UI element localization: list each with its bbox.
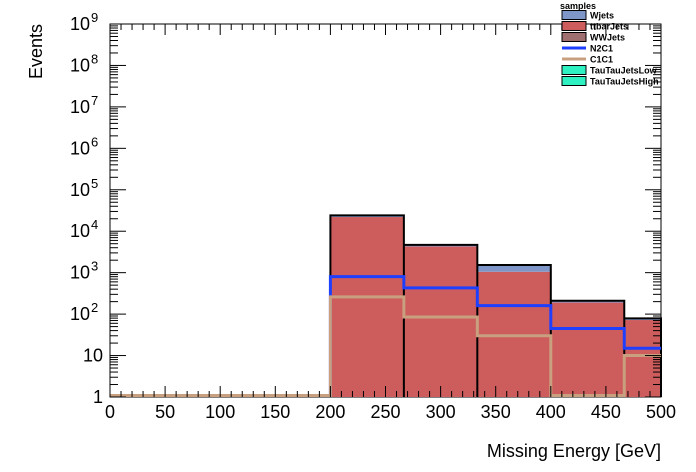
y-tick-label: 10 [70, 97, 90, 117]
bar-Wjets-5 [477, 265, 551, 272]
x-tick-label: 350 [481, 402, 511, 422]
x-tick-label: 150 [260, 402, 290, 422]
legend-label-N2C1: N2C1 [590, 44, 613, 54]
y-tick-exponent: 3 [91, 259, 98, 274]
x-axis: 0 50 100 150 200 250 300 350 400 450 500 [105, 24, 676, 422]
x-tick-label: 200 [315, 402, 345, 422]
legend: samples WjetsttbarJetsWWJetsN2C1C1C1TauT… [560, 1, 659, 87]
y-tick-label: 10 [70, 14, 90, 34]
stacked-bars [329, 214, 662, 397]
y-tick-label: 10 [70, 221, 90, 241]
y-tick-exponent: 7 [91, 93, 98, 108]
legend-swatch-TauTauJetsHigh [561, 76, 587, 86]
y-tick-label: 10 [70, 55, 90, 75]
x-tick-label: 500 [646, 402, 676, 422]
x-tick-label: 300 [426, 402, 456, 422]
y-tick-label: 10 [83, 346, 103, 366]
x-tick-label: 450 [591, 402, 621, 422]
legend-label-TauTauJetsLow: TauTauJetsLow [590, 66, 658, 76]
bar-ttbarJets-6 [550, 302, 625, 397]
legend-swatch-Wjets [561, 10, 587, 20]
legend-label-C1C1: C1C1 [590, 55, 613, 65]
x-tick-label: 100 [205, 402, 235, 422]
bar-ttbarJets-3 [330, 217, 404, 397]
legend-swatch-ttbarJets [561, 21, 587, 31]
legend-swatch-WWJets [561, 32, 587, 42]
x-axis-label: Missing Energy [GeV] [487, 441, 661, 461]
bar-Wjets-6 [550, 301, 625, 303]
x-tick-label: 400 [536, 402, 566, 422]
bar-ttbarJets-7 [624, 320, 661, 397]
y-tick-exponent: 2 [91, 300, 98, 315]
x-tick-label: 0 [105, 402, 115, 422]
y-tick-label: 10 [70, 263, 90, 283]
legend-label-Wjets: Wjets [590, 11, 614, 21]
legend-label-TauTauJetsHigh: TauTauJetsHigh [590, 77, 659, 87]
legend-title: samples [560, 1, 596, 11]
stack-outline [329, 214, 662, 397]
y-tick-label: 10 [70, 304, 90, 324]
bar-ttbarJets-4 [403, 246, 478, 397]
x-tick-label: 50 [155, 402, 175, 422]
y-axis-label: Events [26, 24, 46, 79]
line-C1C1 [110, 295, 661, 397]
y-tick-exponent: 9 [91, 10, 98, 25]
bar-Wjets-7 [624, 318, 661, 321]
y-tick-exponent: 4 [91, 217, 98, 232]
y-tick-label: 10 [70, 180, 90, 200]
y-tick-label: 10 [70, 138, 90, 158]
y-tick-exponent: 6 [91, 134, 98, 149]
line-histograms [110, 275, 661, 397]
legend-label-WWJets: WWJets [590, 33, 625, 43]
y-tick-label: 1 [93, 387, 103, 407]
y-tick-exponent: 5 [91, 176, 98, 191]
y-tick-exponent: 8 [91, 51, 98, 66]
x-tick-label: 250 [370, 402, 400, 422]
legend-label-ttbarJets: ttbarJets [590, 22, 628, 32]
legend-swatch-TauTauJetsLow [561, 65, 587, 75]
